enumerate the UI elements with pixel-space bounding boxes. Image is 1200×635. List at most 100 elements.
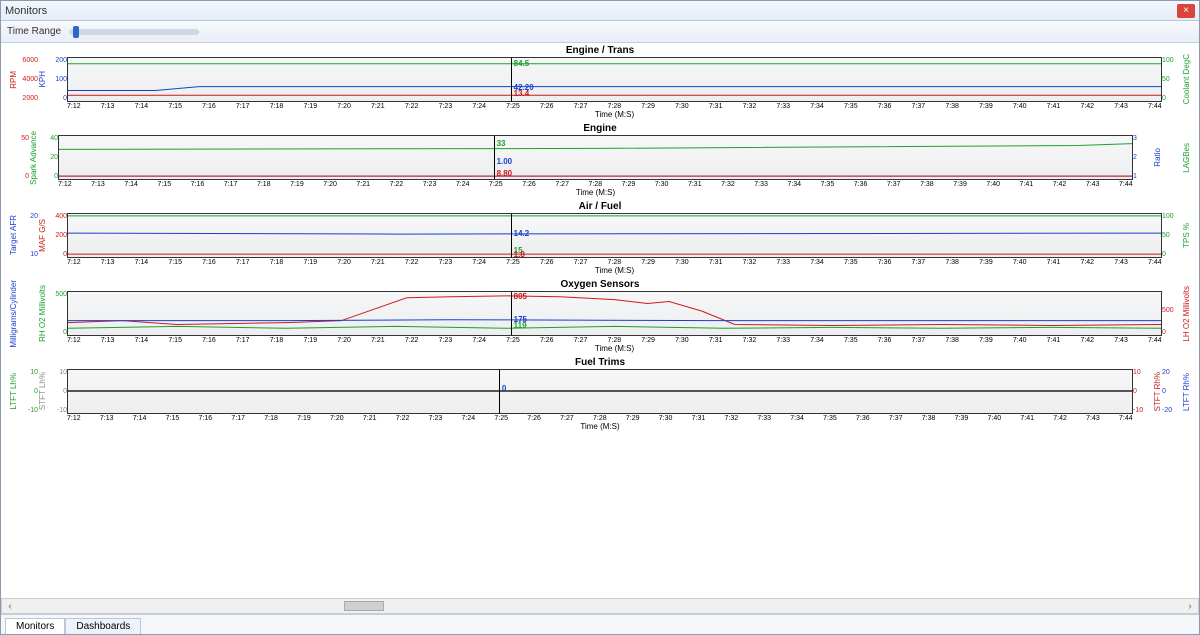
- time-range-slider[interactable]: [69, 29, 199, 35]
- axis-label: STFT Rh%: [1153, 372, 1162, 411]
- y-axis: 321Ratio: [1133, 135, 1162, 180]
- y-axis: 100500TPS %: [1162, 213, 1191, 258]
- axis-label: Spark Advance: [29, 131, 38, 185]
- y-ticks: 100-10: [1133, 369, 1151, 414]
- y-axis: 500: [9, 135, 29, 180]
- y-ticks: 100500: [1162, 57, 1180, 102]
- chart-row: Milligrams/CylinderRH O2 Millivolts50008…: [9, 291, 1191, 353]
- value-label: 84.5: [514, 60, 530, 68]
- y-axes-right: 321Ratio LAGBes: [1133, 135, 1191, 197]
- plot-area[interactable]: 331.008.80: [58, 135, 1133, 180]
- value-label: 1.8: [514, 251, 525, 259]
- series-line: [68, 87, 1161, 91]
- axis-label: KPH: [38, 71, 47, 87]
- value-label: 14.2: [514, 230, 530, 238]
- axis-label: LAGBes: [1182, 143, 1191, 173]
- y-ticks: 321: [1133, 135, 1151, 180]
- close-button[interactable]: ×: [1177, 4, 1195, 18]
- y-axis: 100-10STFT Rh%: [1133, 369, 1162, 414]
- series-svg: [68, 292, 1161, 335]
- time-cursor[interactable]: [511, 292, 512, 335]
- y-axis: MAF G/S4002000: [38, 213, 67, 258]
- time-cursor[interactable]: [494, 136, 495, 179]
- y-ticks: 100500: [1162, 213, 1180, 258]
- x-axis-label: Time (M:S): [67, 422, 1133, 431]
- y-axes-left: RPM600040002000KPH2001000: [9, 57, 67, 119]
- x-ticks: 7:127:137:147:157:167:177:187:197:207:21…: [58, 180, 1133, 188]
- scroll-track[interactable]: [18, 601, 1182, 611]
- y-ticks: [1162, 135, 1180, 180]
- y-ticks: 2010: [20, 213, 38, 258]
- time-range-label: Time Range: [7, 26, 61, 37]
- y-axes-left: 500Spark Advance40200: [9, 135, 58, 197]
- scroll-thumb[interactable]: [344, 601, 384, 611]
- y-axis: Target AFR2010: [9, 213, 38, 258]
- plot-container: 84.542.2013.47:127:137:147:157:167:177:1…: [67, 57, 1162, 119]
- time-cursor[interactable]: [511, 58, 512, 101]
- axis-label: Ratio: [1153, 148, 1162, 167]
- tab-monitors[interactable]: Monitors: [5, 618, 65, 634]
- plot-container: 07:127:137:147:157:167:177:187:197:207:2…: [67, 369, 1133, 431]
- time-cursor[interactable]: [499, 370, 500, 413]
- y-axis: RH O2 Millivolts5000: [38, 291, 67, 336]
- plot-area[interactable]: 805175119: [67, 291, 1162, 336]
- value-label: 1.00: [497, 158, 513, 166]
- y-ticks: 500: [11, 135, 29, 180]
- time-cursor[interactable]: [511, 214, 512, 257]
- chart-block: Engine500Spark Advance40200331.008.807:1…: [9, 123, 1191, 197]
- x-ticks: 7:127:137:147:157:167:177:187:197:207:21…: [67, 414, 1133, 422]
- scroll-right-arrow[interactable]: ›: [1182, 601, 1198, 612]
- y-ticks: 100-10: [49, 369, 67, 414]
- value-label: 805: [514, 293, 527, 301]
- value-label: 119: [514, 322, 527, 330]
- chart-block: Air / FuelTarget AFR2010MAF G/S400200014…: [9, 201, 1191, 275]
- y-axes-right: 100500Coolant DegC: [1162, 57, 1191, 119]
- y-axes-right: 100-10STFT Rh%200-20LTFT Rh%: [1133, 369, 1191, 431]
- plot-area[interactable]: 14.2151.8: [67, 213, 1162, 258]
- y-axis: LTFT Lh%100-10: [9, 369, 38, 414]
- chart-title: Oxygen Sensors: [561, 279, 640, 290]
- y-ticks: 600040002000: [20, 57, 38, 102]
- axis-label: LTFT Rh%: [1182, 373, 1191, 411]
- charts-area: Engine / TransRPM600040002000KPH20010008…: [1, 43, 1199, 596]
- axis-label: STFT Lh%: [38, 372, 47, 410]
- y-ticks: 2001000: [49, 57, 67, 102]
- plot-area[interactable]: 0: [67, 369, 1133, 414]
- plot-area[interactable]: 84.542.2013.4: [67, 57, 1162, 102]
- axis-label: RPM: [9, 71, 18, 89]
- axis-label: Milligrams/Cylinder: [9, 280, 18, 348]
- chart-row: 500Spark Advance40200331.008.807:127:137…: [9, 135, 1191, 197]
- y-axes-left: LTFT Lh%100-10STFT Lh%100-10: [9, 369, 67, 431]
- chart-title: Air / Fuel: [579, 201, 622, 212]
- chart-block: Engine / TransRPM600040002000KPH20010008…: [9, 45, 1191, 119]
- x-axis-label: Time (M:S): [67, 344, 1162, 353]
- y-axis: RPM600040002000: [9, 57, 38, 102]
- horizontal-scrollbar[interactable]: ‹ ›: [1, 598, 1199, 614]
- y-ticks: [20, 291, 38, 336]
- axis-label: RH O2 Millivolts: [38, 285, 47, 342]
- axis-label: LH O2 Millivolts: [1182, 286, 1191, 342]
- window-title: Monitors: [5, 5, 47, 17]
- y-ticks: 40200: [40, 135, 58, 180]
- x-ticks: 7:127:137:147:157:167:177:187:197:207:21…: [67, 102, 1162, 110]
- y-ticks: 4002000: [49, 213, 67, 258]
- chart-row: Target AFR2010MAF G/S400200014.2151.87:1…: [9, 213, 1191, 275]
- x-ticks: 7:127:137:147:157:167:177:187:197:207:21…: [67, 336, 1162, 344]
- tab-dashboards[interactable]: Dashboards: [65, 618, 141, 634]
- chart-block: Oxygen SensorsMilligrams/CylinderRH O2 M…: [9, 279, 1191, 353]
- x-axis-label: Time (M:S): [67, 266, 1162, 275]
- app-window: Monitors × Time Range Engine / TransRPM6…: [0, 0, 1200, 635]
- plot-container: 8051751197:127:137:147:157:167:177:187:1…: [67, 291, 1162, 353]
- y-axis: Spark Advance40200: [29, 135, 58, 180]
- x-ticks: 7:127:137:147:157:167:177:187:197:207:21…: [67, 258, 1162, 266]
- chart-row: LTFT Lh%100-10STFT Lh%100-1007:127:137:1…: [9, 369, 1191, 431]
- y-axis: 200-20LTFT Rh%: [1162, 369, 1191, 414]
- chart-row: RPM600040002000KPH200100084.542.2013.47:…: [9, 57, 1191, 119]
- slider-thumb[interactable]: [73, 26, 79, 38]
- scroll-left-arrow[interactable]: ‹: [2, 601, 18, 612]
- chart-title: Engine / Trans: [566, 45, 634, 56]
- x-axis-label: Time (M:S): [67, 110, 1162, 119]
- tab-strip: MonitorsDashboards: [1, 614, 1199, 634]
- series-svg: [68, 214, 1161, 257]
- y-ticks: 5000: [1162, 291, 1180, 336]
